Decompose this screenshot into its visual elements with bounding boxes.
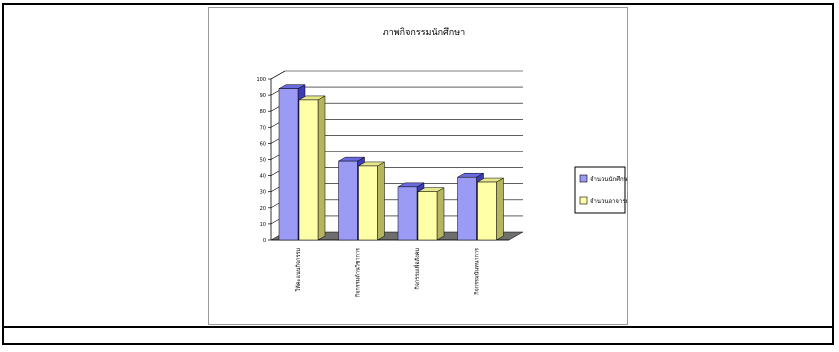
legend: จำนวนนักศึกษาปี จำนวนอาจารย์/ครู	[574, 166, 639, 214]
y-tick-label: 50	[260, 158, 266, 164]
y-tick-label: 70	[260, 125, 266, 131]
bar-front	[338, 160, 358, 241]
bar-series-2-2	[357, 161, 386, 241]
legend-label-series-1: จำนวนนักศึกษาปี	[590, 175, 627, 183]
bars	[278, 84, 505, 241]
x-tick-labels: ให้คะแนนกิจกรรม กิจกรรมด้านวิชาการ กิจกรรม…	[295, 248, 481, 298]
y-tick-label: 0	[263, 238, 266, 244]
bar-front	[358, 165, 378, 241]
bar-front	[457, 176, 477, 241]
legend-label-series-2: จำนวนอาจารย์/ครู	[590, 197, 627, 205]
x-tick-label: กิจกรรมเพื่อสังคม	[413, 248, 421, 291]
x-tick-label: กิจกรรมด้านวิชาการ	[355, 248, 362, 298]
bar-side	[436, 187, 445, 241]
y-tick-label: 40	[260, 174, 266, 180]
y-tick-label: 60	[260, 141, 266, 147]
bar-series-2-1	[298, 95, 326, 241]
gridline	[270, 70, 523, 80]
y-tick-label: 30	[260, 190, 266, 196]
bar-side	[496, 177, 504, 241]
bar-front	[397, 186, 418, 241]
bar-series-2-3	[417, 187, 445, 241]
gridline	[270, 86, 523, 96]
y-tick-label: 100	[256, 77, 266, 83]
bar-series-2-4	[476, 177, 505, 241]
legend-swatch-series-1	[579, 174, 588, 183]
y-tick-label: 20	[260, 206, 266, 212]
legend-box	[574, 166, 626, 214]
bar-chart: ภาพกิจกรรมนักศึกษา 0 10 20 30 40 50 60 70 80 90 10…	[256, 27, 639, 298]
legend-swatch-series-2	[579, 196, 588, 205]
y-tick-label: 80	[260, 109, 266, 115]
bar-front	[298, 99, 319, 241]
bar-front	[477, 181, 497, 241]
bar-front	[417, 191, 438, 241]
y-tick-label: 10	[260, 222, 266, 228]
page-border	[2, 3, 834, 345]
y-axis: 0 10 20 30 40 50 60 70 80 90 100	[256, 70, 286, 244]
chart-title: ภาพกิจกรรมนักศึกษา	[383, 27, 465, 38]
x-tick-label: ให้คะแนนกิจกรรม	[295, 248, 302, 292]
chart-frame: ภาพกิจกรรมนักศึกษา 0 10 20 30 40 50 60 70 80 90 10…	[208, 7, 639, 325]
bar-front	[278, 88, 299, 241]
bar-side	[377, 161, 385, 241]
y-tick-label: 90	[260, 93, 266, 99]
section-divider	[2, 326, 834, 328]
bar-side	[317, 95, 326, 241]
wall-edge	[270, 70, 286, 80]
x-tick-label: กิจกรรมนันทนาการ	[474, 248, 481, 295]
